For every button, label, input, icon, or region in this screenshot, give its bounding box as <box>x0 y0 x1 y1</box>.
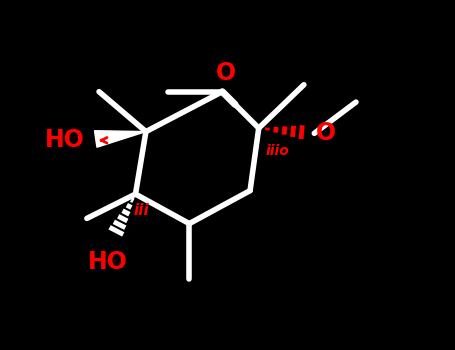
Text: iiio: iiio <box>266 144 289 158</box>
Text: O: O <box>316 121 336 145</box>
Text: O: O <box>216 61 236 85</box>
Text: HO: HO <box>88 250 128 274</box>
Text: iii: iii <box>134 203 150 218</box>
Polygon shape <box>95 131 146 147</box>
Text: HO: HO <box>45 128 85 152</box>
